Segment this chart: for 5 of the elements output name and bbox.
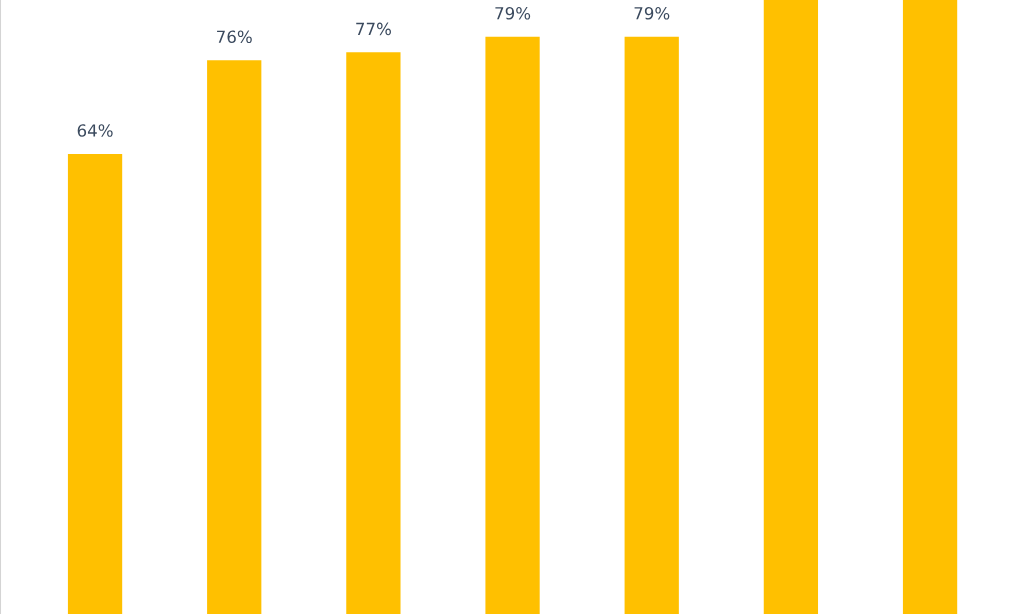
data-label: 79% — [495, 6, 531, 20]
data-label: 79% — [634, 6, 670, 20]
data-label: 64% — [77, 124, 113, 137]
data-label: 77% — [356, 22, 391, 36]
data-label: 76% — [217, 30, 252, 44]
